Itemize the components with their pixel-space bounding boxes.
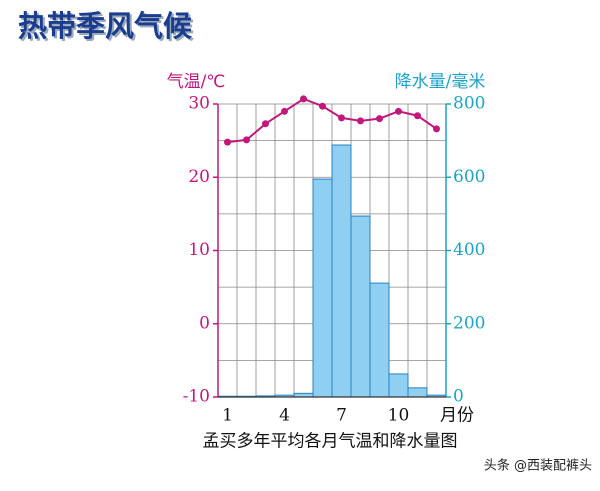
- y-tick-label: 30: [188, 94, 210, 114]
- temperature-point: [281, 107, 288, 115]
- watermark: 头条 @西装配裤头: [484, 458, 592, 474]
- y2-tick-label: 400: [453, 240, 485, 260]
- y2-axis-label: 降水量/毫米: [395, 72, 486, 92]
- caption: 孟买多年平均各月气温和降水量图: [203, 432, 458, 452]
- y2-tick-label: 200: [453, 313, 485, 333]
- temperature-point: [433, 125, 440, 133]
- chart-title-shadow: 热带季风气候: [20, 11, 195, 45]
- temperature-point: [414, 112, 421, 120]
- precipitation-bar: [388, 373, 409, 398]
- temperature-point: [262, 120, 269, 128]
- x-tick-label: 7: [336, 406, 347, 426]
- temperature-point: [357, 117, 364, 125]
- temperature-point: [319, 102, 326, 110]
- y-tick-label: 20: [188, 167, 210, 187]
- x-axis-label: 月份: [440, 406, 474, 426]
- y-tick-label: 0: [199, 313, 210, 333]
- temperature-point: [338, 114, 345, 122]
- y2-tick-label: 0: [453, 387, 464, 407]
- precipitation-bar: [312, 178, 333, 398]
- chart-title: 热带季风气候: [18, 9, 193, 43]
- x-tick-label: 4: [279, 406, 290, 426]
- temperature-point: [376, 115, 383, 123]
- precipitation-bar: [369, 282, 390, 398]
- temperature-point: [243, 136, 250, 144]
- y2-tick-label: 600: [453, 167, 485, 187]
- x-tick-label: 1: [222, 406, 233, 426]
- y-tick-label: -10: [183, 387, 210, 407]
- y2-tick-label: 800: [453, 94, 485, 114]
- y-tick-label: 10: [188, 240, 210, 260]
- temperature-point: [224, 138, 231, 146]
- y-axis-label: 气温/℃: [167, 72, 226, 92]
- temperature-point: [395, 107, 402, 115]
- x-tick-label: 10: [388, 406, 410, 426]
- precipitation-bar: [331, 144, 352, 398]
- precipitation-bar: [407, 387, 428, 398]
- precipitation-bar: [350, 215, 371, 398]
- temperature-point: [300, 95, 307, 103]
